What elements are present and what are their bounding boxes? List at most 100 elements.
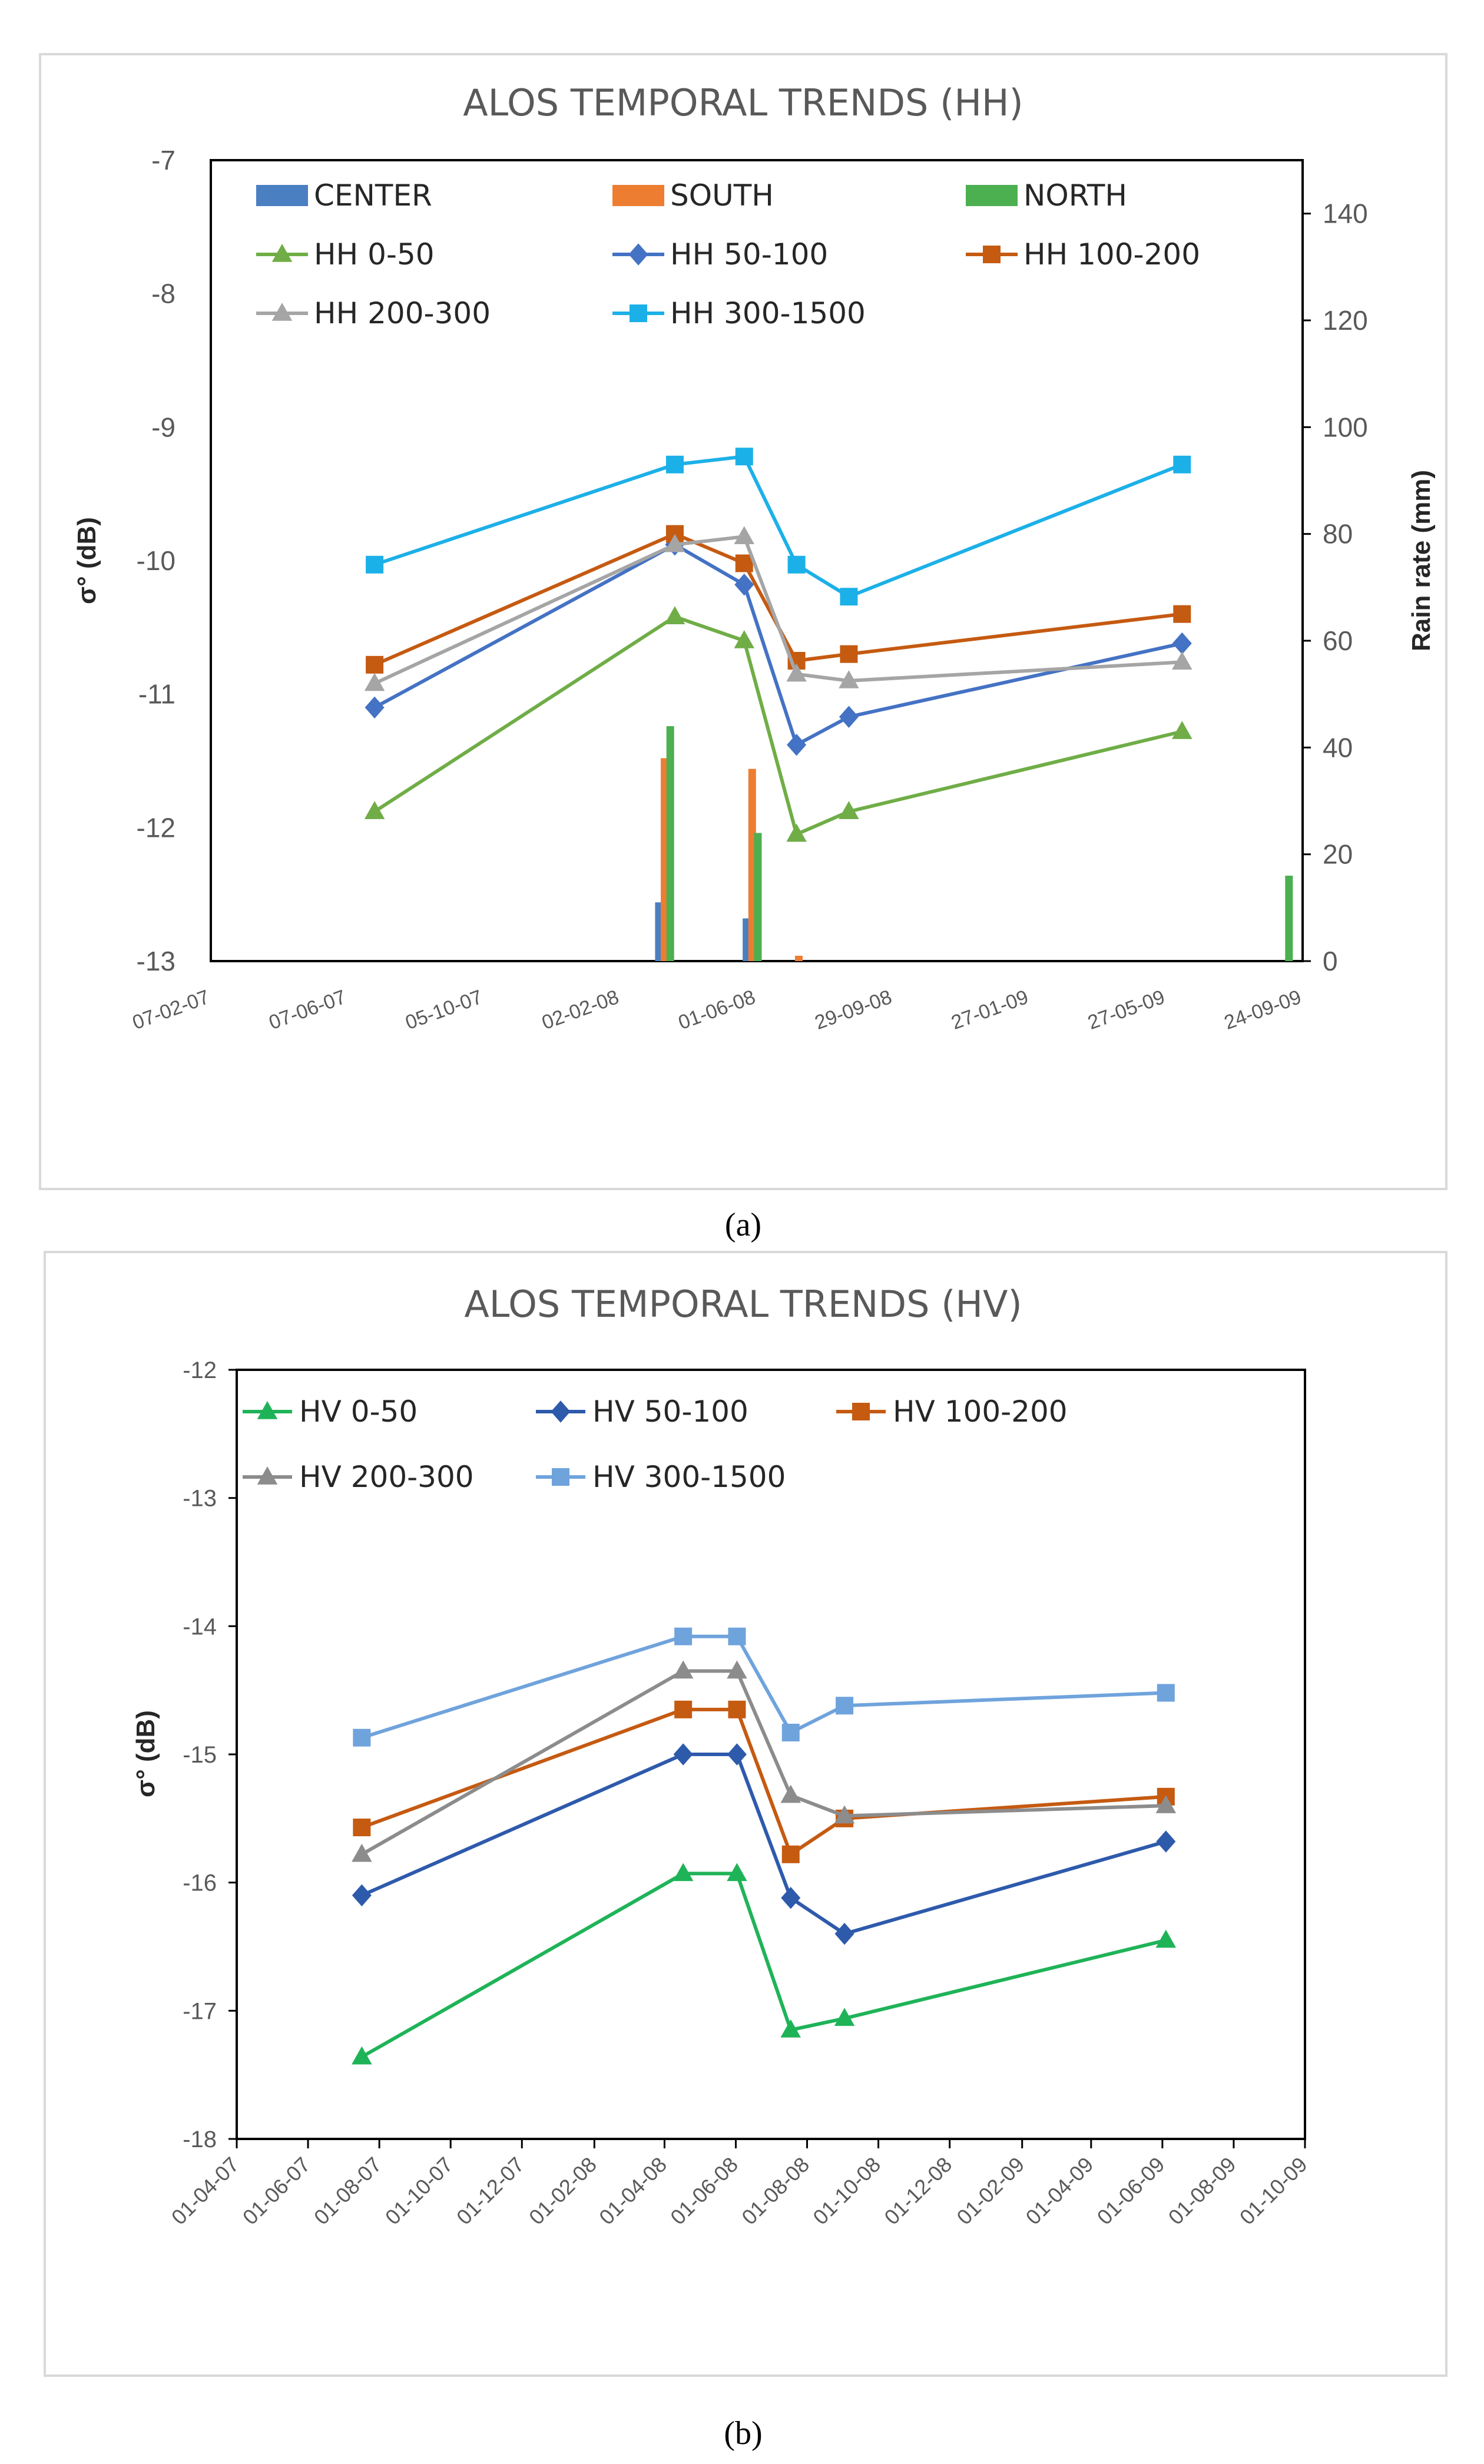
chart-a-point-hh-0-50 (364, 801, 385, 819)
chart-a-y-tick-label: -8 (151, 279, 175, 309)
chart-a-point-hh-50-100 (365, 696, 385, 719)
chart-a-y2-tick-label: 140 (1323, 198, 1368, 229)
chart-b-frame (44, 1251, 1447, 2377)
chart-a-point-hh-0-50 (734, 630, 755, 648)
chart-a-y2-tick-label: 0 (1323, 946, 1338, 976)
panel-label-b: (b) (724, 2415, 762, 2452)
chart-a-point-hh-0-50 (1172, 721, 1192, 739)
chart-a-legend-marker-hh-0-50 (271, 244, 293, 262)
chart-a-line-hh-200-300 (373, 534, 1182, 685)
chart-a-point-hh-50-100 (734, 574, 754, 596)
chart-a-legend-label-center: CENTER (314, 178, 432, 213)
chart-a-legend-marker-hh-100-200 (983, 246, 1001, 263)
chart-a-point-hh-0-50 (839, 801, 859, 819)
chart-a-bar-south (794, 955, 803, 961)
chart-a-point-hh-100-200 (735, 554, 753, 572)
chart-a-bar-north (1285, 875, 1293, 961)
chart-b-legend-marker-hv-100-200 (852, 1403, 870, 1420)
chart-b-line-hv-50-100 (361, 1753, 1167, 1936)
chart-b-point-hv-200-300 (352, 1843, 372, 1862)
chart-b-title: ALOS TEMPORAL TRENDS (HV) (464, 1283, 1022, 1326)
chart-b-y-tick-label: -12 (183, 1357, 217, 1383)
chart-b-point-hv-100-200 (674, 1700, 693, 1718)
chart-b-point-hv-300-1500 (1157, 1684, 1175, 1702)
chart-a-y-tick-label: -10 (137, 545, 175, 576)
chart-a-y2-tick-label: 20 (1323, 839, 1353, 870)
chart-b-y-tick-label: -14 (183, 1614, 217, 1640)
chart-b-point-hv-100-200 (353, 1819, 371, 1837)
chart-b-point-hv-100-200 (728, 1700, 746, 1718)
chart-b-point-hv-50-100 (727, 1743, 747, 1766)
chart-b-point-hv-50-100 (352, 1884, 372, 1907)
chart-a-point-hh-200-300 (664, 534, 685, 552)
chart-a-title: ALOS TEMPORAL TRENDS (HH) (463, 81, 1023, 124)
chart-a-bar-north (666, 726, 674, 961)
chart-a-point-hh-200-300 (1172, 651, 1192, 670)
chart-b-y-tick-label: -17 (183, 1998, 217, 2024)
chart-a-legend-label-hh-300-1500: HH 300-1500 (670, 296, 866, 330)
chart-a-legend-label-hh-50-100: HH 50-100 (670, 237, 828, 271)
chart-a-y-axis-label: σ° (dB) (72, 517, 101, 604)
chart-a-point-hh-300-1500 (665, 455, 684, 473)
chart-b-point-hv-200-300 (673, 1660, 694, 1679)
chart-a-frame (39, 53, 1447, 1190)
chart-a-point-hh-300-1500 (735, 448, 753, 466)
chart-b-y-tick-label: -16 (183, 1870, 217, 1896)
chart-b-point-hv-50-100 (781, 1887, 801, 1909)
chart-b-point-hv-50-100 (834, 1922, 854, 1945)
chart-a-point-hh-50-100 (1172, 632, 1192, 655)
chart-a-legend-marker-hh-50-100 (628, 243, 648, 266)
chart-a-y-tick-label: -9 (151, 412, 175, 442)
chart-a-line-hh-100-200 (373, 532, 1182, 667)
chart-b-legend-marker-hv-50-100 (551, 1400, 571, 1423)
chart-a-line-hh-0-50 (373, 614, 1182, 837)
chart-b-line-hv-0-50 (360, 1872, 1167, 2059)
chart-a-point-hh-0-50 (664, 606, 685, 624)
chart-b-legend-marker-hv-200-300 (257, 1466, 278, 1485)
chart-a-line-hh-300-1500 (374, 454, 1183, 599)
panel-label-a: (a) (725, 1207, 761, 1243)
chart-a-y2-axis-label: Rain rate (mm) (1407, 470, 1436, 651)
chart-a-legend-label-north: NORTH (1023, 178, 1127, 213)
chart-a-legend-label-south: SOUTH (670, 178, 774, 213)
chart-a-point-hh-200-300 (839, 670, 859, 688)
chart-b-point-hv-0-50 (834, 2008, 855, 2026)
chart-b-point-hv-300-1500 (781, 1723, 800, 1741)
chart-b-line-hv-200-300 (360, 1669, 1166, 1856)
chart-a-legend-swatch-north (966, 185, 1018, 206)
chart-b-y-tick-label: -13 (183, 1486, 217, 1512)
chart-b-point-hv-300-1500 (728, 1627, 746, 1645)
chart-a-y2-tick-label: 100 (1323, 412, 1368, 442)
chart-b-legend-marker-hv-300-1500 (552, 1468, 569, 1486)
chart-b-point-hv-200-300 (727, 1660, 747, 1679)
chart-a: ALOS TEMPORAL TRENDS (HH) -7 -8 -9 -10 -11 -1… (72, 81, 1436, 1034)
chart-a-point-hh-0-50 (786, 823, 807, 842)
chart-a-point-hh-200-300 (734, 526, 755, 544)
chart-a-line-hh-50-100 (373, 542, 1182, 748)
chart-a-legend-swatch-south (612, 185, 664, 206)
chart-a-y2-tick-label: 80 (1323, 519, 1353, 549)
chart-a-legend-marker-hh-200-300 (271, 303, 293, 321)
chart-a-y2-tick-label: 40 (1323, 732, 1353, 763)
chart-b-point-hv-50-100 (673, 1743, 693, 1766)
chart-b-y-tick-label: -15 (183, 1742, 217, 1768)
chart-a-legend-swatch-center (256, 185, 308, 206)
chart-a-point-hh-300-1500 (1173, 455, 1191, 473)
chart-a-legend-label-hh-100-200: HH 100-200 (1023, 237, 1200, 271)
chart-a-y-tick-label: -13 (137, 946, 175, 976)
chart-b-point-hv-200-300 (834, 1805, 855, 1824)
chart-a-y-tick-label: -7 (151, 145, 175, 175)
chart-b-line-hv-300-1500 (361, 1634, 1166, 1740)
chart-b-legend-marker-hv-0-50 (257, 1401, 278, 1419)
chart-a-point-hh-300-1500 (787, 555, 806, 574)
chart-b-point-hv-0-50 (352, 2046, 372, 2065)
chart-a-point-hh-100-200 (840, 645, 858, 663)
chart-b-legend-label-hv-200-300: HV 200-300 (299, 1460, 474, 1494)
chart-a-point-hh-50-100 (787, 734, 807, 756)
chart-a-legend-marker-hh-300-1500 (630, 304, 647, 322)
chart-a-bar-north (754, 833, 762, 961)
chart-b-legend-label-hv-50-100: HV 50-100 (592, 1395, 748, 1429)
chart-b-point-hv-0-50 (727, 1863, 747, 1882)
chart-a-point-hh-300-1500 (366, 555, 384, 574)
